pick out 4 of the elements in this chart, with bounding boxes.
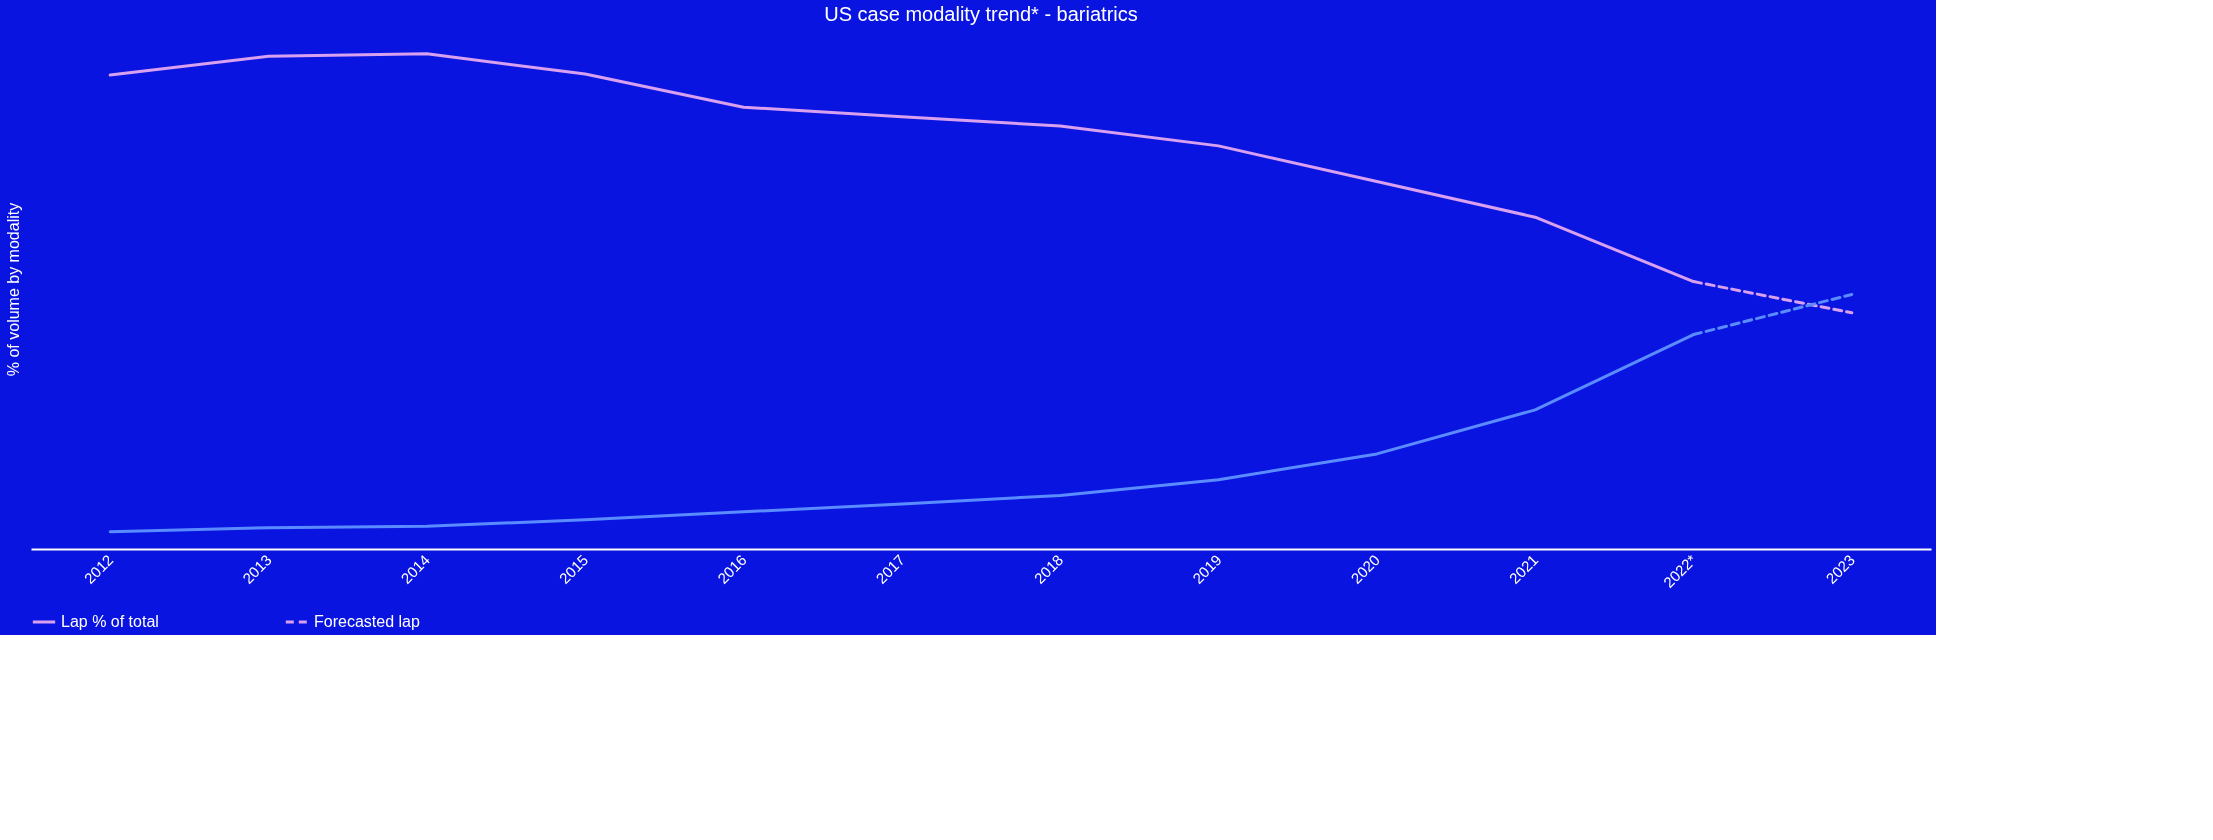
chart-title: US case modality trend* - bariatrics (824, 3, 1138, 25)
legend-label: Lap % of total (61, 613, 159, 630)
legend-label: Forecasted lap (314, 613, 420, 630)
y-axis-title: % of volume by modality (4, 202, 22, 377)
